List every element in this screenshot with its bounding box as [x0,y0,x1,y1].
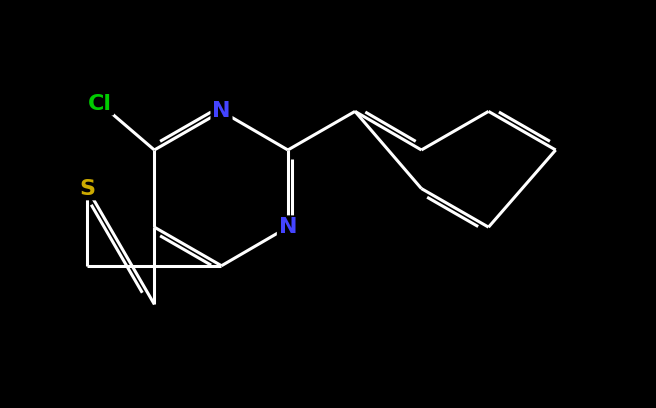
Text: Cl: Cl [89,94,112,114]
Text: S: S [79,179,95,199]
Text: N: N [279,217,297,237]
Text: N: N [213,102,231,122]
